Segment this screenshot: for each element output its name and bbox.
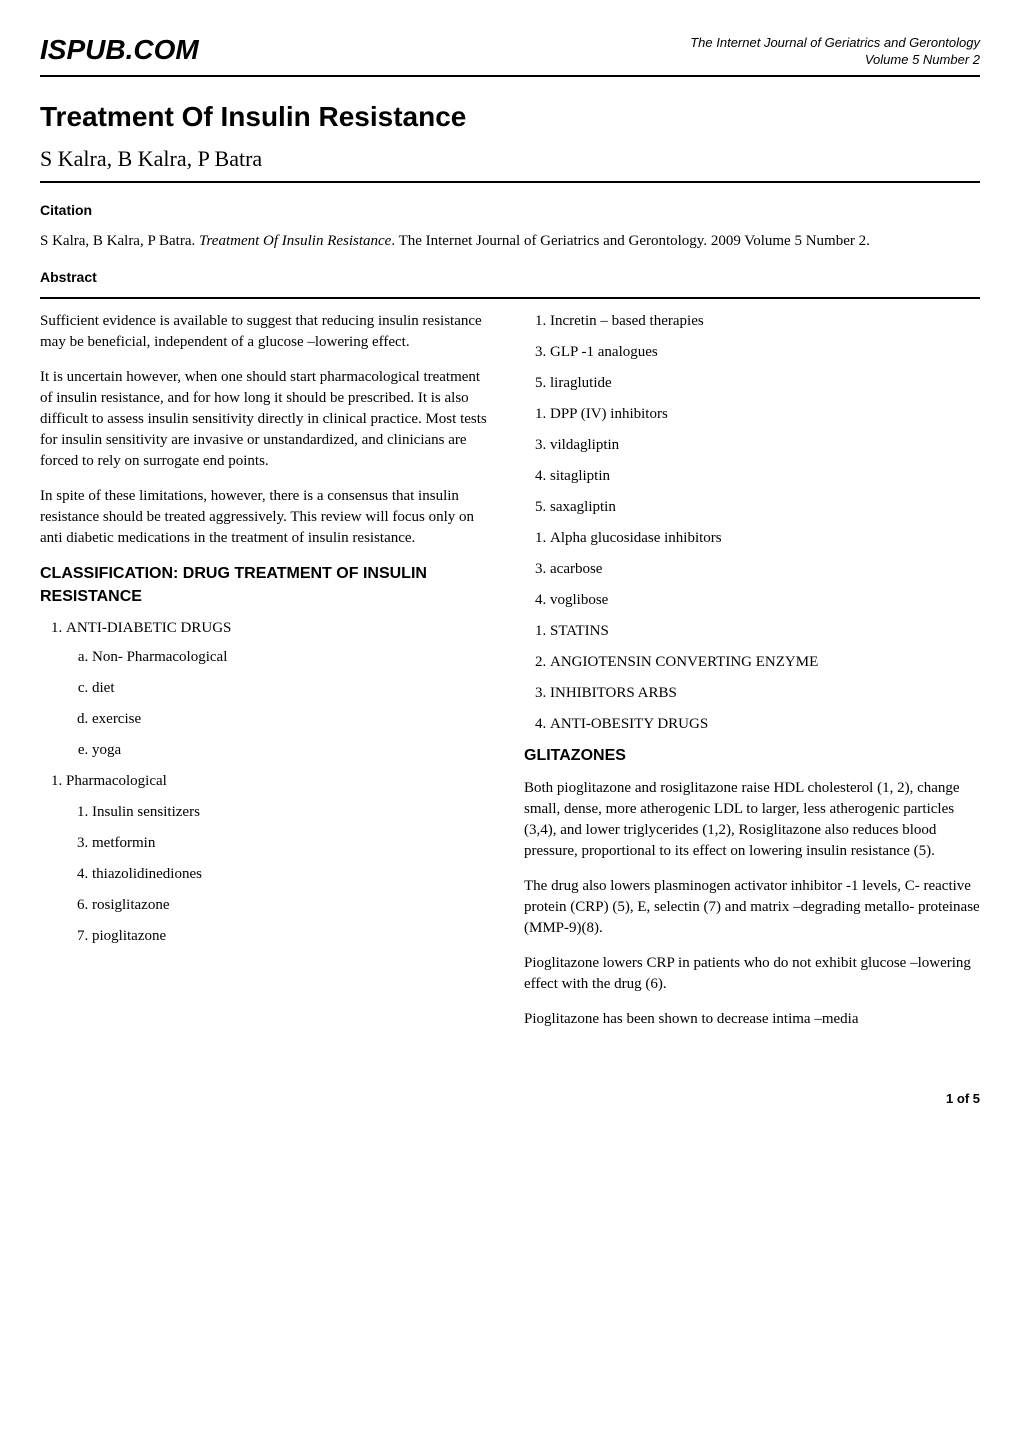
body-paragraph: Both pioglitazone and rosiglitazone rais… xyxy=(524,778,980,862)
list-alpha: Non- Pharmacological diet exercise yoga xyxy=(66,647,496,761)
page-footer: 1 of 5 xyxy=(40,1090,980,1108)
list-item: acarbose xyxy=(550,559,980,580)
section-heading-glitazones: GLITAZONES xyxy=(524,745,980,767)
list-item: vildagliptin xyxy=(550,435,980,456)
list-item: saxagliptin xyxy=(550,497,980,518)
list-item-label: Pharmacological xyxy=(66,773,167,789)
list-item: pioglitazone xyxy=(92,926,496,947)
list-item-label: ANTI-DIABETIC DRUGS xyxy=(66,620,231,636)
abstract-rule xyxy=(40,297,980,299)
list-item: voglibose xyxy=(550,590,980,611)
list-item: exercise xyxy=(92,709,496,730)
site-name: ISPUB.COM xyxy=(40,30,199,69)
section-heading-classification: CLASSIFICATION: DRUG TREATMENT OF INSULI… xyxy=(40,563,496,608)
list-item: liraglutide xyxy=(550,373,980,394)
list-pharm-sub: Insulin sensitizers metformin thiazolidi… xyxy=(66,802,496,947)
list-item: yoga xyxy=(92,740,496,761)
list-item: diet xyxy=(92,678,496,699)
body-columns: Sufficient evidence is available to sugg… xyxy=(40,311,980,1029)
list-item: Alpha glucosidase inhibitors xyxy=(550,528,980,549)
citation-article-title: Treatment Of Insulin Resistance xyxy=(199,233,391,249)
list-item: sitagliptin xyxy=(550,466,980,487)
citation-text: S Kalra, B Kalra, P Batra. Treatment Of … xyxy=(40,231,980,252)
list-incretin: Incretin – based therapies GLP -1 analog… xyxy=(524,311,980,394)
list-item: metformin xyxy=(92,833,496,854)
body-paragraph: The drug also lowers plasminogen activat… xyxy=(524,876,980,939)
list-item: ANTI-OBESITY DRUGS xyxy=(550,714,980,735)
list-item: rosiglitazone xyxy=(92,895,496,916)
list-item: Non- Pharmacological xyxy=(92,647,496,668)
list-item: GLP -1 analogues xyxy=(550,342,980,363)
body-paragraph: Pioglitazone has been shown to decrease … xyxy=(524,1009,980,1030)
abstract-label: Abstract xyxy=(40,268,980,288)
article-title: Treatment Of Insulin Resistance xyxy=(40,97,980,136)
list-anti-diabetic: ANTI-DIABETIC DRUGS Non- Pharmacological… xyxy=(40,618,496,761)
body-paragraph: Sufficient evidence is available to sugg… xyxy=(40,311,496,353)
citation-label: Citation xyxy=(40,201,980,221)
journal-title: The Internet Journal of Geriatrics and G… xyxy=(690,35,980,52)
list-item: Insulin sensitizers xyxy=(92,802,496,823)
list-item: INHIBITORS ARBS xyxy=(550,683,980,704)
title-rule xyxy=(40,181,980,183)
journal-volume: Volume 5 Number 2 xyxy=(690,52,980,69)
list-item: Incretin – based therapies xyxy=(550,311,980,332)
body-paragraph: In spite of these limitations, however, … xyxy=(40,486,496,549)
list-item: Pharmacological Insulin sensitizers metf… xyxy=(66,771,496,947)
body-paragraph: It is uncertain however, when one should… xyxy=(40,367,496,472)
journal-info: The Internet Journal of Geriatrics and G… xyxy=(690,35,980,69)
list-item: thiazolidinediones xyxy=(92,864,496,885)
list-other-drugs: STATINS ANGIOTENSIN CONVERTING ENZYME IN… xyxy=(524,621,980,735)
list-item: ANGIOTENSIN CONVERTING ENZYME xyxy=(550,652,980,673)
list-item: ANTI-DIABETIC DRUGS Non- Pharmacological… xyxy=(66,618,496,761)
authors: S Kalra, B Kalra, P Batra xyxy=(40,144,980,175)
list-pharmacological: Pharmacological Insulin sensitizers metf… xyxy=(40,771,496,947)
citation-authors: S Kalra, B Kalra, P Batra. xyxy=(40,233,195,249)
list-dpp: DPP (IV) inhibitors vildagliptin sitagli… xyxy=(524,404,980,518)
list-item: DPP (IV) inhibitors xyxy=(550,404,980,425)
citation-journal: . The Internet Journal of Geriatrics and… xyxy=(391,233,870,249)
list-item: STATINS xyxy=(550,621,980,642)
list-alpha-gluc: Alpha glucosidase inhibitors acarbose vo… xyxy=(524,528,980,611)
body-paragraph: Pioglitazone lowers CRP in patients who … xyxy=(524,953,980,995)
page-header: ISPUB.COM The Internet Journal of Geriat… xyxy=(40,30,980,77)
